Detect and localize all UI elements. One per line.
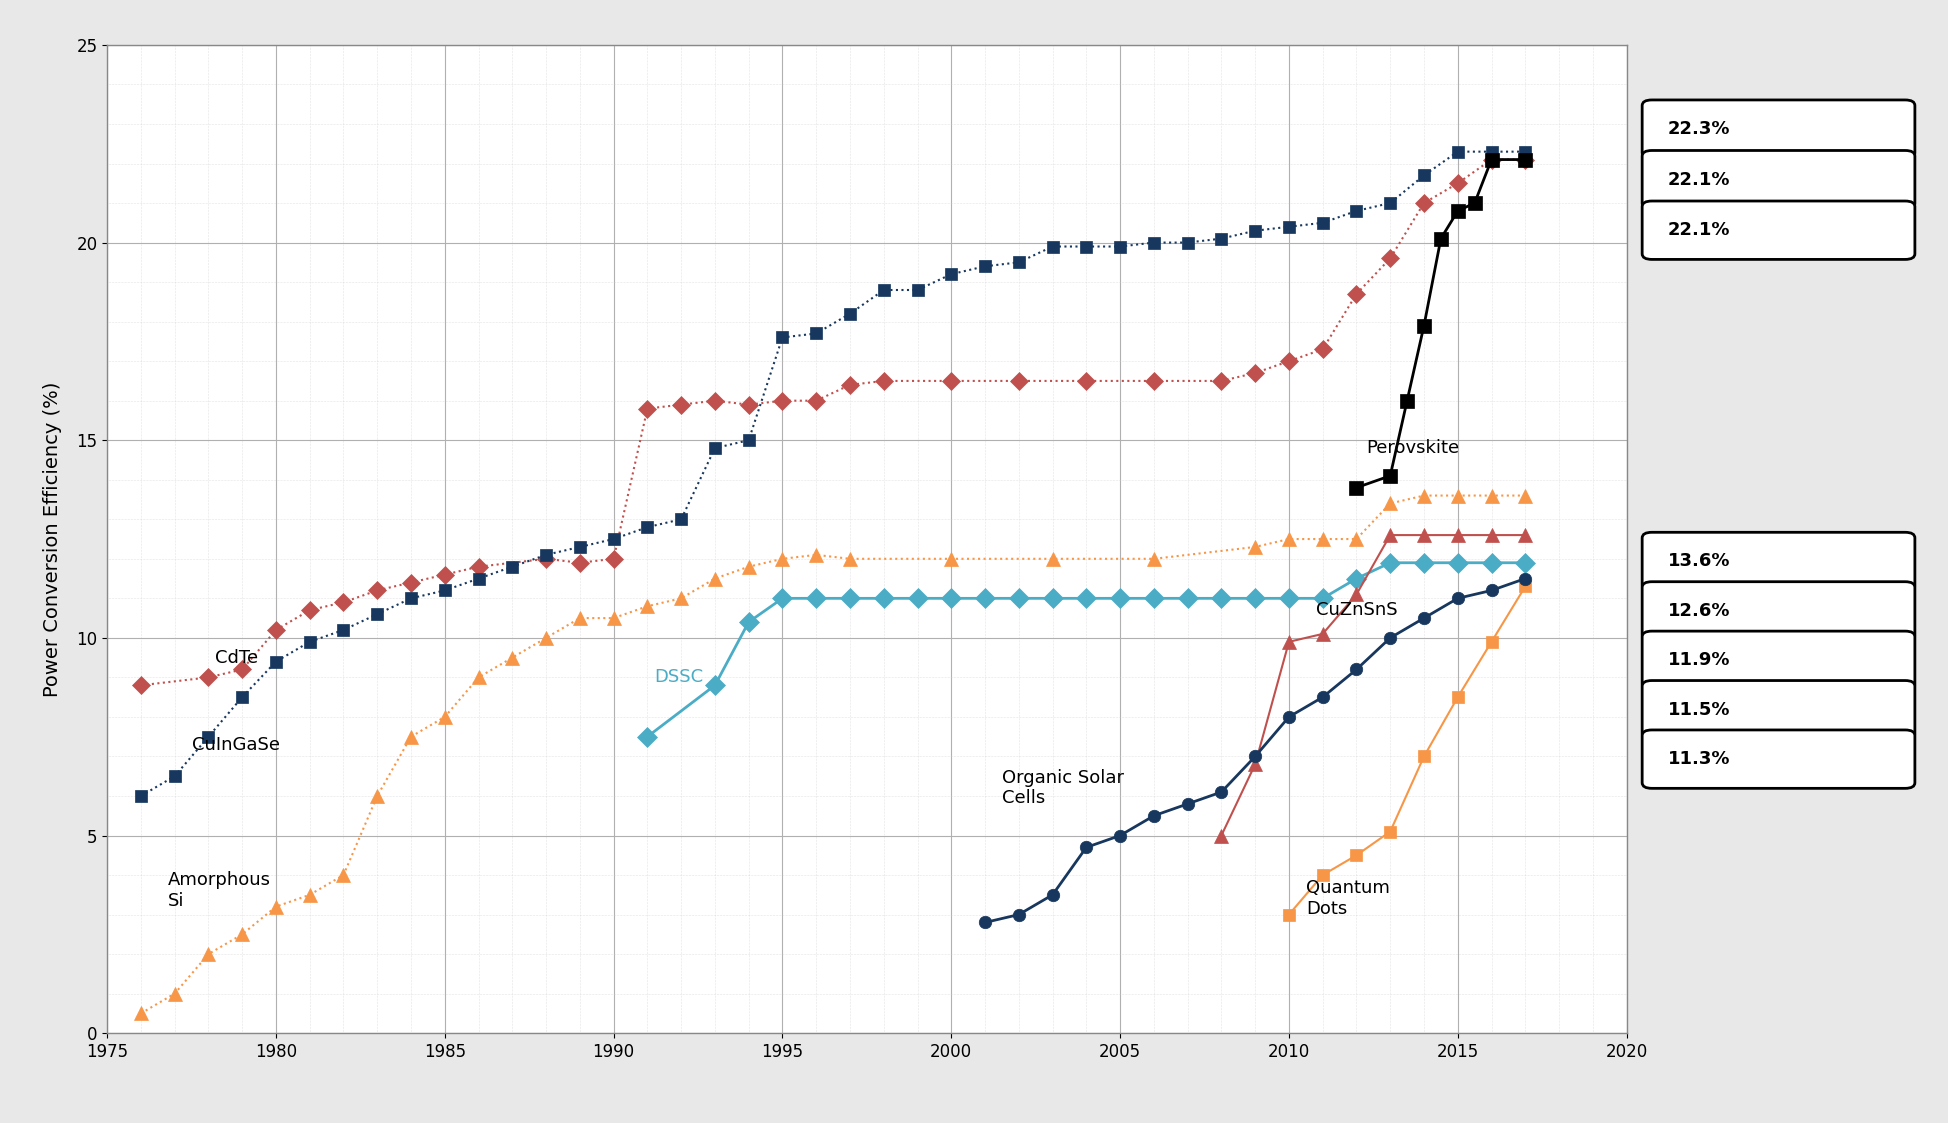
Text: Perovskite: Perovskite [1367,439,1459,457]
Text: CuInGaSe: CuInGaSe [191,736,281,754]
Text: 12.6%: 12.6% [1667,602,1730,620]
Text: 11.3%: 11.3% [1667,750,1730,768]
Text: 22.1%: 22.1% [1667,221,1730,239]
Text: DSSC: DSSC [655,668,703,686]
Text: 22.3%: 22.3% [1667,120,1730,138]
Text: CuZnSnS: CuZnSnS [1317,601,1397,619]
Text: 11.9%: 11.9% [1667,651,1730,669]
Text: 11.5%: 11.5% [1667,701,1730,719]
Text: Quantum
Dots: Quantum Dots [1305,879,1389,919]
Y-axis label: Power Conversion Efficiency (%): Power Conversion Efficiency (%) [43,382,62,696]
Text: 13.6%: 13.6% [1667,553,1730,570]
Text: Organic Solar
Cells: Organic Solar Cells [1001,768,1124,807]
Text: Amorphous
Si: Amorphous Si [168,871,271,911]
Text: CdTe: CdTe [214,649,259,667]
Text: 22.1%: 22.1% [1667,171,1730,189]
